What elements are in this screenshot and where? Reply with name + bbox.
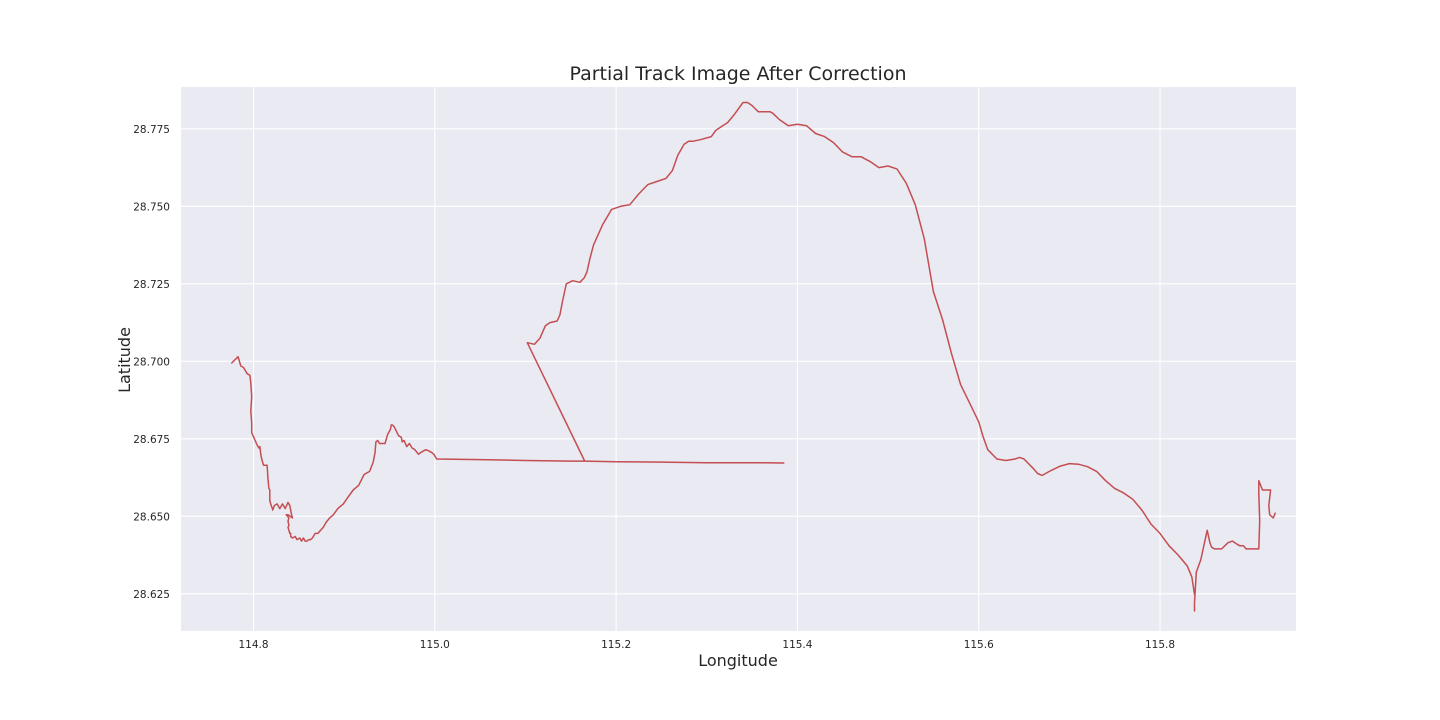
- x-tick-label: 115.8: [1145, 639, 1175, 651]
- y-axis-label: Latitude: [115, 327, 134, 393]
- y-tick-label: 28.725: [133, 279, 170, 291]
- x-axis-label: Longitude: [698, 651, 778, 670]
- y-tick-label: 28.625: [133, 589, 170, 601]
- x-tick-label: 115.4: [782, 639, 812, 651]
- x-tick-label: 115.0: [420, 639, 450, 651]
- tick-labels: 114.8 115.0 115.2 115.4 115.6 115.8 28.625 28.6…: [133, 124, 1175, 651]
- plot-background: [181, 87, 1296, 631]
- chart-title: Partial Track Image After Correction: [569, 63, 906, 85]
- track-line-segment-1: [231, 355, 785, 542]
- y-tick-label: 28.750: [133, 201, 170, 213]
- series-lines: [231, 101, 1276, 612]
- y-tick-label: 28.700: [133, 356, 170, 368]
- y-tick-label: 28.675: [133, 434, 170, 446]
- x-tick-label: 115.2: [601, 639, 631, 651]
- track-line-segment-3: [1193, 479, 1276, 612]
- y-tick-label: 28.775: [133, 124, 170, 136]
- grid-lines: [181, 87, 1296, 631]
- x-tick-label: 115.6: [964, 639, 994, 651]
- x-tick-label: 114.8: [238, 639, 268, 651]
- y-tick-label: 28.650: [133, 511, 170, 523]
- track-line-segment-2: [526, 101, 1196, 596]
